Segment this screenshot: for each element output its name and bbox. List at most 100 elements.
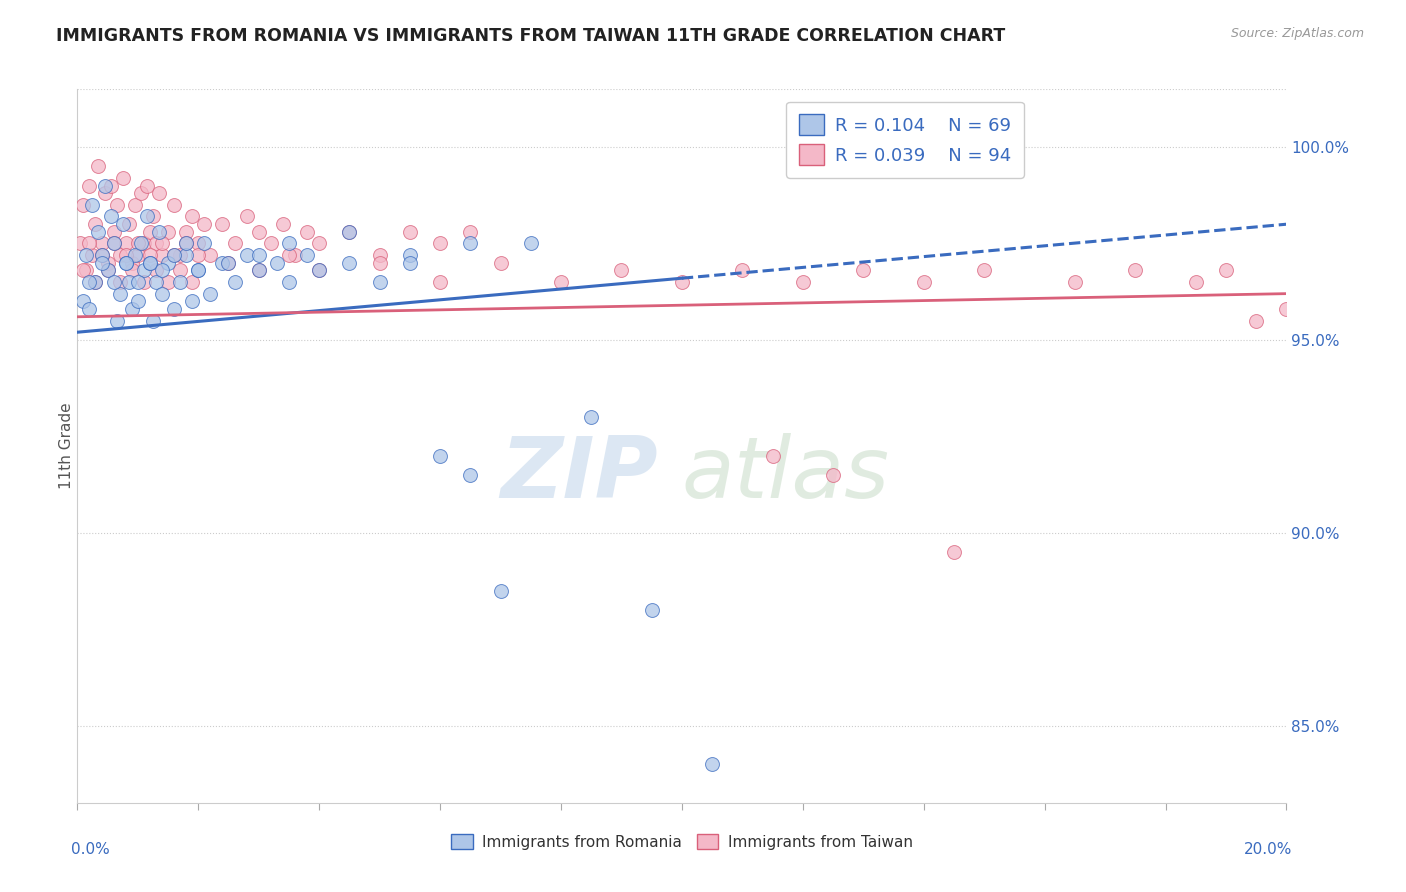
Point [150,263,173,277]
Point [200,248,222,262]
Point [103,236,125,251]
Point [489,583,512,598]
Point [821,467,844,482]
Point [105,198,128,212]
Point [72,198,94,212]
Point [139,256,162,270]
Point [114,236,136,251]
Point [108,286,131,301]
Point [218,256,240,270]
Point [581,410,603,425]
Point [200,286,222,301]
Point [139,256,162,270]
Text: ZIP: ZIP [501,433,658,516]
Point [84,275,107,289]
Point [111,170,134,185]
Point [90,236,112,251]
Point [339,256,360,270]
Point [368,275,391,289]
Point [69,236,91,251]
Point [121,263,143,277]
Point [174,248,197,262]
Point [174,225,197,239]
Point [339,225,360,239]
Point [139,248,162,262]
Point [973,263,995,277]
Point [79,301,101,316]
Point [142,313,165,327]
Point [79,178,101,193]
Point [111,217,134,231]
Point [96,263,118,277]
Point [731,263,754,277]
Point [96,263,118,277]
Point [187,248,209,262]
Text: IMMIGRANTS FROM ROMANIA VS IMMIGRANTS FROM TAIWAN 11TH GRADE CORRELATION CHART: IMMIGRANTS FROM ROMANIA VS IMMIGRANTS FR… [56,27,1005,45]
Point [308,236,330,251]
Point [169,248,191,262]
Point [1246,313,1268,327]
Point [118,275,141,289]
Point [295,248,318,262]
Point [150,236,173,251]
Point [247,263,270,277]
Point [429,275,451,289]
Point [458,225,481,239]
Point [1125,263,1147,277]
Point [84,217,107,231]
Point [368,256,391,270]
Point [247,225,270,239]
Point [163,248,186,262]
Point [247,248,270,262]
Point [266,256,288,270]
Point [127,294,149,309]
Point [169,275,191,289]
Point [429,236,451,251]
Point [852,263,875,277]
Point [114,248,136,262]
Text: Source: ZipAtlas.com: Source: ZipAtlas.com [1230,27,1364,40]
Point [271,217,294,231]
Point [193,217,215,231]
Point [943,545,966,559]
Point [278,236,301,251]
Point [129,236,152,251]
Point [87,159,110,173]
Point [211,256,233,270]
Point [139,225,162,239]
Point [82,198,104,212]
Point [90,256,112,270]
Point [247,263,270,277]
Point [278,275,301,289]
Point [90,248,112,262]
Point [108,248,131,262]
Point [135,210,157,224]
Point [458,467,481,482]
Point [132,236,155,251]
Point [489,256,512,270]
Point [103,225,125,239]
Point [1185,275,1208,289]
Point [84,275,107,289]
Point [278,248,301,262]
Point [148,186,170,201]
Point [145,236,167,251]
Point [187,236,209,251]
Point [641,603,664,617]
Point [429,449,451,463]
Point [82,248,104,262]
Point [132,275,155,289]
Point [163,198,186,212]
Point [671,275,693,289]
Point [93,178,115,193]
Point [72,263,94,277]
Text: atlas: atlas [682,433,890,516]
Point [550,275,572,289]
Point [114,256,136,270]
Point [174,236,197,251]
Point [368,248,391,262]
Point [121,256,143,270]
Point [399,256,422,270]
Point [174,236,197,251]
Point [1275,301,1298,316]
